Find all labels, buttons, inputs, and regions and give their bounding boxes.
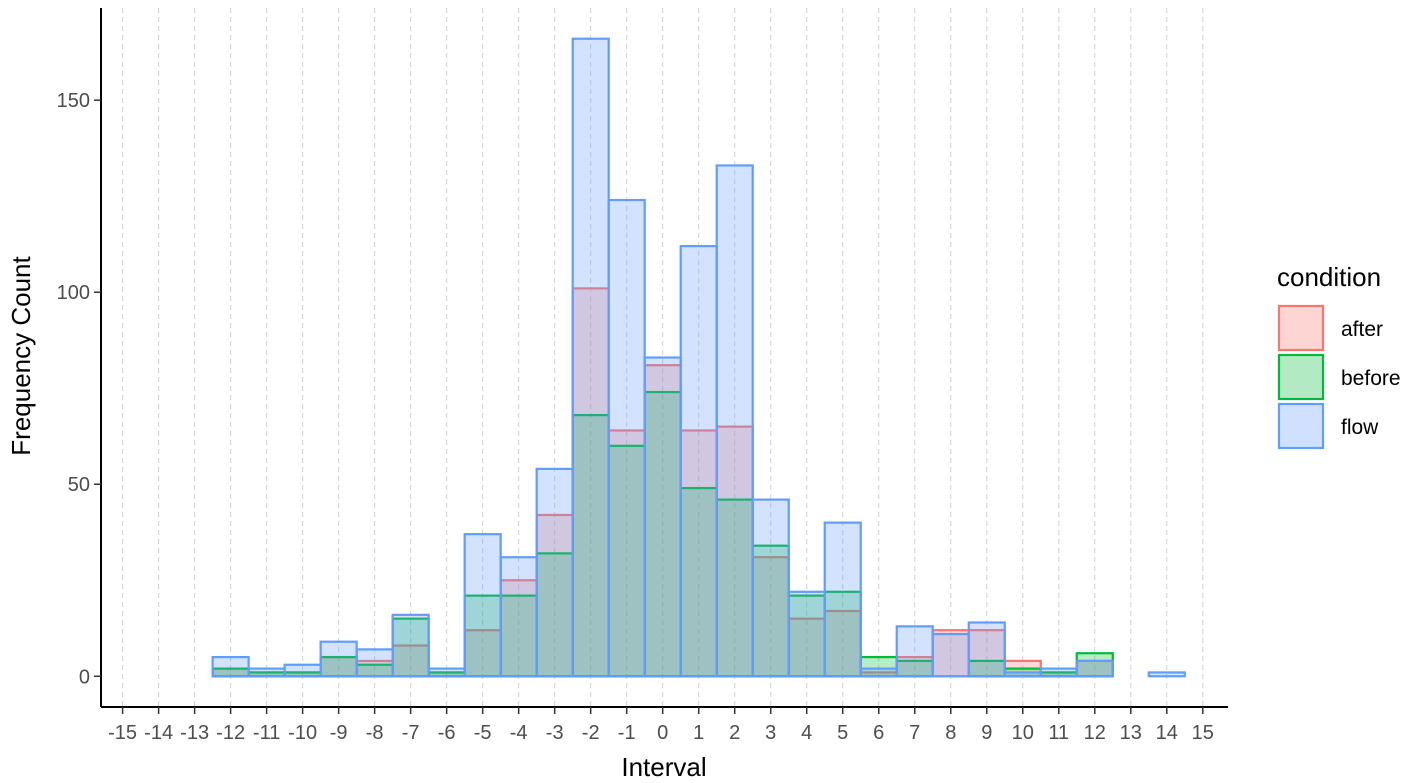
x-tick-label: 15	[1192, 722, 1214, 744]
legend-item-flow: flow	[1277, 402, 1379, 450]
x-tick-label: -9	[330, 722, 348, 744]
series-flow	[211, 37, 1186, 678]
x-tick-label: -13	[180, 722, 209, 744]
bar-flow	[895, 625, 934, 678]
y-tick-label: 0	[79, 666, 90, 688]
bar-after	[391, 644, 430, 678]
x-tick-label: -4	[510, 722, 528, 744]
x-tick-label: 4	[801, 722, 812, 744]
bar-flow	[715, 164, 754, 678]
bar-before	[643, 390, 682, 678]
bar-flow	[607, 198, 646, 678]
x-tick-label: 1	[693, 722, 704, 744]
x-tick-label: 9	[981, 722, 992, 744]
bar-flow	[499, 556, 538, 678]
x-tick-label: -12	[216, 722, 245, 744]
bar-flow	[283, 663, 322, 678]
legend-swatch	[1277, 402, 1325, 450]
bar-flow	[823, 521, 862, 678]
legend-swatch	[1277, 353, 1325, 401]
bar-flow	[247, 667, 286, 678]
series-before	[211, 390, 1114, 678]
x-tick-label: -6	[438, 722, 456, 744]
x-tick-label: -8	[366, 722, 384, 744]
x-tick-label: -7	[402, 722, 420, 744]
x-tick-label: -3	[546, 722, 564, 744]
x-tick-label: 14	[1156, 722, 1178, 744]
bar-flow	[931, 632, 970, 678]
x-tick-label: -14	[144, 722, 173, 744]
bar-flow	[1039, 667, 1078, 678]
bar-flow	[967, 621, 1006, 678]
legend-item-after: after	[1277, 304, 1383, 352]
bar-flow	[643, 356, 682, 678]
histogram-bars	[211, 37, 1186, 678]
bar-flow	[751, 498, 790, 678]
legend: condition after before flow	[1277, 262, 1401, 450]
x-tick-label: 5	[837, 722, 848, 744]
legend-item-before: before	[1277, 353, 1401, 401]
x-tick-label: 10	[1012, 722, 1034, 744]
bar-flow	[859, 667, 898, 678]
bar-flow	[427, 667, 466, 678]
bar-flow	[571, 37, 610, 678]
legend-label: after	[1341, 318, 1383, 341]
x-tick-label: 7	[909, 722, 920, 744]
x-tick-label: 6	[873, 722, 884, 744]
axes	[94, 8, 1228, 714]
y-tick-label: 150	[57, 90, 90, 112]
bar-flow	[463, 533, 502, 678]
x-tick-label: -1	[618, 722, 636, 744]
bar-flow	[211, 655, 250, 678]
legend-swatch	[1277, 304, 1325, 352]
legend-label: before	[1341, 367, 1401, 390]
bar-flow	[679, 245, 718, 678]
x-tick-label: 12	[1084, 722, 1106, 744]
bar-flow	[1147, 671, 1186, 678]
x-tick-label: -15	[108, 722, 137, 744]
bar-flow	[535, 467, 574, 678]
bar-before	[607, 444, 646, 678]
x-tick-label: 13	[1120, 722, 1142, 744]
x-tick-label: 11	[1048, 722, 1069, 744]
bar-before	[391, 617, 430, 678]
tick-labels: -15 -14 -13 -12 -11 -10 -9 -8 -7 -6 -5 -4 -3 -2 -1 0 1 2 3…	[57, 90, 1214, 744]
x-tick-label: -11	[253, 722, 280, 744]
y-tick-label: 50	[68, 474, 90, 496]
y-tick-label: 100	[57, 282, 90, 304]
legend-label: flow	[1341, 416, 1379, 439]
bar-after	[751, 556, 790, 678]
legend-title: condition	[1277, 262, 1381, 292]
bar-flow	[787, 590, 826, 678]
bar-flow	[355, 648, 394, 678]
x-tick-label: 8	[945, 722, 956, 744]
x-axis-title: Interval	[621, 752, 706, 782]
bar-flow	[1075, 659, 1114, 678]
x-tick-label: -2	[582, 722, 600, 744]
x-tick-label: -10	[288, 722, 317, 744]
y-axis-title: Frequency Count	[6, 256, 36, 456]
x-tick-label: -5	[474, 722, 492, 744]
bar-flow	[319, 640, 358, 678]
bar-flow	[391, 613, 430, 678]
x-tick-label: 0	[657, 722, 668, 744]
bar-flow	[1003, 671, 1042, 678]
x-tick-label: 3	[765, 722, 776, 744]
x-tick-label: 2	[729, 722, 740, 744]
bar-after	[679, 429, 718, 678]
